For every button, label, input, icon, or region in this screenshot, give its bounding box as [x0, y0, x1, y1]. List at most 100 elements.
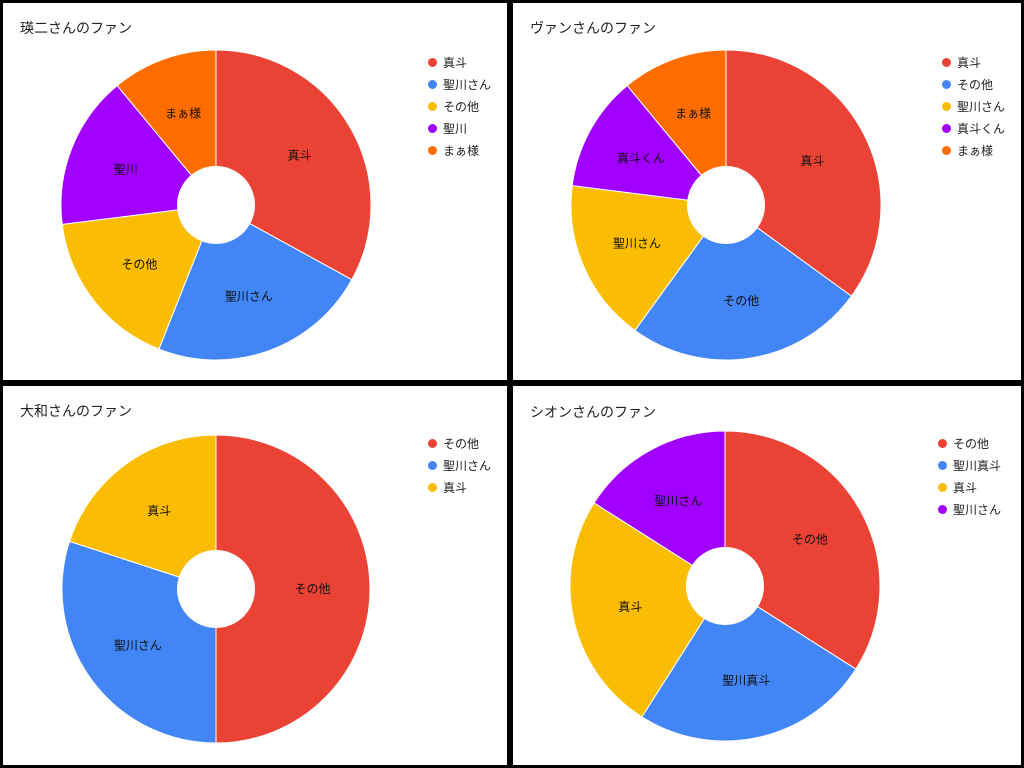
chart-title: 瑛二さんのファン: [20, 21, 132, 37]
chart-legend: 真斗その他聖川さん真斗くんまぁ様: [942, 51, 1005, 161]
legend-label: 聖川さん: [443, 458, 492, 473]
legend-swatch: [938, 504, 947, 514]
slice-label: 真斗: [800, 154, 824, 168]
pie-slice: [68, 434, 217, 590]
legend-label: 真斗: [443, 480, 468, 495]
legend-label: 聖川: [443, 121, 468, 136]
legend-item: その他: [428, 95, 491, 117]
chart-legend: その他 聖川さん 真斗: [428, 432, 491, 498]
chart-title: 大和さんのファン: [20, 404, 132, 420]
pie-slice: [626, 49, 727, 207]
legend-item: まぁ様: [942, 139, 1005, 161]
legend-swatch: [942, 101, 951, 111]
legend-label: まぁ様: [957, 143, 994, 158]
chart-legend: その他聖川真斗真斗聖川さん: [938, 432, 1001, 520]
legend-swatch: [942, 145, 951, 155]
legend-swatch: [942, 79, 951, 89]
slice-label: 聖川さん: [225, 289, 273, 303]
pie-slice: [61, 204, 217, 350]
slice-label: その他: [294, 582, 330, 596]
pie-slice: [60, 84, 217, 225]
slice-label: まぁ様: [165, 107, 201, 121]
legend-label: その他: [443, 99, 480, 114]
pie-slice: [158, 204, 353, 361]
pie-slice: [593, 430, 726, 587]
legend-label: その他: [443, 436, 480, 451]
legend-label: 聖川さん: [953, 502, 1002, 517]
slice-label: 真斗: [287, 149, 311, 163]
donut-hole: [687, 166, 765, 244]
pie-slice: [116, 49, 217, 207]
pie-slice: [215, 49, 372, 281]
slice-label: 聖川真斗: [722, 674, 770, 688]
legend-item: 真斗: [942, 51, 1005, 73]
legend-item: 聖川さん: [428, 73, 491, 95]
legend-swatch: [938, 482, 947, 492]
pie-slice: [634, 204, 853, 361]
chart-title: ヴァンさんのファン: [530, 21, 656, 37]
chart-panel-shion: シオンさんのファン その他 聖川真斗 真斗 聖川さん その他 聖川真斗 真斗 聖川さん: [513, 386, 1021, 765]
slice-label: 聖川: [114, 162, 138, 176]
legend-label: まぁ様: [443, 143, 480, 158]
legend-swatch: [942, 57, 951, 67]
slice-label: その他: [121, 258, 157, 272]
legend-swatch: [428, 482, 437, 492]
legend-label: 真斗: [957, 55, 982, 70]
pie-slice: [569, 502, 726, 718]
legend-label: 聖川さん: [443, 77, 492, 92]
slice-label: その他: [792, 532, 828, 546]
legend-label: その他: [953, 436, 990, 451]
legend-item: 真斗くん: [942, 117, 1005, 139]
legend-label: 真斗くん: [957, 121, 1006, 136]
donut-hole: [686, 547, 764, 625]
legend-swatch: [428, 438, 437, 448]
chart-panel-van: ヴァンさんのファン 真斗 その他 聖川さん 真斗くん まぁ様 真斗 その他 聖川さん 真斗くん…: [513, 3, 1021, 380]
legend-label: 聖川真斗: [953, 458, 1002, 473]
legend-swatch: [428, 123, 437, 133]
legend-item: その他: [428, 432, 491, 454]
slice-label: 真斗: [147, 504, 171, 518]
legend-label: 真斗: [443, 55, 468, 70]
legend-item: 聖川さん: [942, 95, 1005, 117]
legend-item: 聖川: [428, 117, 491, 139]
slice-label: 真斗: [618, 600, 642, 614]
chart-panel-yamato: 大和さんのファン その他 聖川さん 真斗 その他 聖川さん 真斗: [3, 386, 507, 765]
legend-label: 真斗: [953, 480, 978, 495]
legend-item: その他: [942, 73, 1005, 95]
legend-item: 聖川真斗: [938, 454, 1001, 476]
slice-label: 真斗くん: [617, 151, 665, 165]
chart-title: シオンさんのファン: [530, 405, 656, 421]
legend-item: まぁ様: [428, 139, 491, 161]
legend-swatch: [428, 460, 437, 470]
donut-hole: [177, 550, 255, 628]
legend-item: 聖川さん: [428, 454, 491, 476]
legend-label: 聖川さん: [957, 99, 1006, 114]
donut-hole: [177, 166, 255, 244]
slice-label: 聖川さん: [654, 494, 702, 508]
legend-swatch: [428, 79, 437, 89]
legend-swatch: [428, 57, 437, 67]
pie-slice: [724, 430, 881, 670]
legend-swatch: [938, 438, 947, 448]
pie-slice: [725, 49, 882, 297]
chart-legend: 真斗聖川さんその他聖川まぁ様: [428, 51, 491, 161]
legend-label: その他: [957, 77, 994, 92]
slice-label: その他: [723, 294, 759, 308]
legend-swatch: [428, 101, 437, 111]
slice-label: まぁ様: [675, 107, 711, 121]
pie-slice: [571, 84, 728, 206]
legend-item: その他: [938, 432, 1001, 454]
slice-label: 聖川さん: [613, 237, 661, 251]
legend-swatch: [428, 145, 437, 155]
legend-item: 聖川さん: [938, 498, 1001, 520]
pie-slice: [641, 585, 857, 742]
legend-swatch: [938, 460, 947, 470]
legend-swatch: [942, 123, 951, 133]
legend-item: 真斗: [428, 51, 491, 73]
pie-slice: [215, 434, 371, 744]
legend-item: 真斗: [938, 476, 1001, 498]
